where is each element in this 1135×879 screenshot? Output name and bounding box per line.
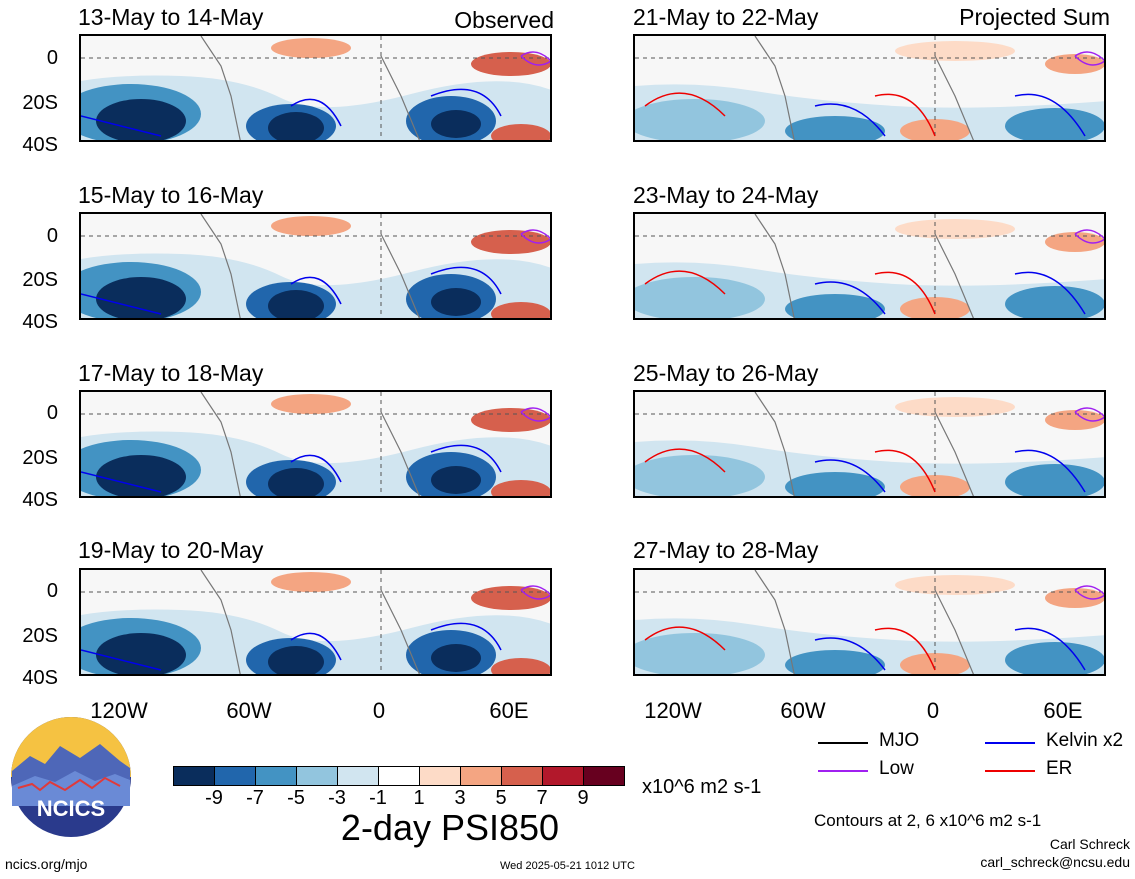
y-tick-0-row4: 0 — [46, 580, 58, 602]
map-panel-right-3 — [633, 390, 1106, 498]
map-panel-left-1 — [79, 34, 552, 142]
y-tick-0-row3: 0 — [46, 402, 58, 424]
y-tick-40s-row4: 40S — [22, 667, 58, 689]
panel-title-right-4: 27-May to 28-May — [633, 537, 819, 563]
x-tick-60e-right: 60E — [1043, 698, 1083, 723]
author-name: Carl Schreck — [1049, 836, 1130, 852]
map-panel-left-3 — [79, 390, 552, 498]
website-link[interactable]: ncics.org/mjo — [5, 856, 88, 872]
timestamp: Wed 2025-05-21 1012 UTC — [500, 860, 635, 872]
panel-title-left-2: 15-May to 16-May — [78, 182, 264, 208]
logo-text: NCICS — [37, 796, 105, 821]
colorbar-label-5: -1 — [369, 787, 387, 809]
panel-title-right-1: 21-May to 22-May — [633, 4, 819, 30]
colorbar-swatch-4 — [296, 766, 338, 786]
y-tick-40s-row2: 40S — [22, 311, 58, 333]
projected-label: Projected Sum — [959, 4, 1110, 30]
colorbar-swatch-7 — [419, 766, 461, 786]
map-panel-left-4 — [79, 568, 552, 676]
colorbar-swatch-11 — [583, 766, 625, 786]
y-tick-20s-row4: 20S — [22, 625, 58, 647]
author-email: carl_schreck@ncsu.edu — [980, 854, 1130, 870]
colorbar-swatch-8 — [460, 766, 502, 786]
y-tick-0-row1: 0 — [46, 47, 58, 69]
colorbar-label-6: 1 — [413, 787, 425, 809]
map-panel-left-2 — [79, 212, 552, 320]
legend-low-line — [818, 770, 868, 772]
panel-title-left-3: 17-May to 18-May — [78, 360, 264, 386]
main-title: 2-day PSI850 — [340, 807, 560, 848]
colorbar-swatch-3 — [255, 766, 297, 786]
map-panel-right-1 — [633, 34, 1106, 142]
y-tick-20s-row1: 20S — [22, 92, 58, 114]
colorbar-swatch-6 — [378, 766, 420, 786]
panel-title-left-4: 19-May to 20-May — [78, 537, 264, 563]
colorbar-label-7: 3 — [454, 787, 466, 809]
legend-low-label: Low — [879, 758, 914, 779]
x-tick-60w-right: 60W — [780, 698, 826, 723]
ncics-logo: NCICS — [10, 716, 132, 838]
legend-kelvin-line — [985, 742, 1035, 744]
map-panel-right-2 — [633, 212, 1106, 320]
contours-note: Contours at 2, 6 x10^6 m2 s-1 — [814, 811, 1042, 830]
colorbar-label-8: 5 — [495, 787, 507, 809]
colorbar-label-4: -3 — [328, 787, 346, 809]
colorbar-swatch-1 — [173, 766, 215, 786]
y-tick-20s-row2: 20S — [22, 269, 58, 291]
y-tick-40s-row3: 40S — [22, 489, 58, 511]
colorbar-label-1: -9 — [205, 787, 223, 809]
x-tick-120w-right: 120W — [644, 698, 702, 723]
panel-title-right-2: 23-May to 24-May — [633, 182, 819, 208]
x-tick-60e-left: 60E — [489, 698, 529, 723]
x-tick-120w-left: 120W — [90, 698, 148, 723]
colorbar-label-9: 7 — [536, 787, 548, 809]
legend-er-line — [985, 770, 1035, 772]
colorbar-swatch-2 — [214, 766, 256, 786]
panel-title-left-1: 13-May to 14-May — [78, 4, 264, 30]
colorbar-swatch-5 — [337, 766, 379, 786]
colorbar-label-2: -7 — [246, 787, 264, 809]
legend-mjo-line — [818, 742, 868, 744]
x-tick-0-right: 0 — [926, 698, 940, 723]
y-tick-40s-row1: 40S — [22, 134, 58, 156]
colorbar-label-3: -5 — [287, 787, 305, 809]
x-tick-0-left: 0 — [372, 698, 386, 723]
panel-title-right-3: 25-May to 26-May — [633, 360, 819, 386]
y-tick-0-row2: 0 — [46, 225, 58, 247]
legend-mjo-label: MJO — [879, 730, 920, 751]
map-panel-right-4 — [633, 568, 1106, 676]
observed-label: Observed — [454, 7, 554, 33]
y-tick-20s-row3: 20S — [22, 447, 58, 469]
colorbar-label-10: 9 — [577, 787, 589, 809]
legend-er-label: ER — [1046, 758, 1073, 779]
colorbar-units: x10^6 m2 s-1 — [642, 776, 762, 798]
colorbar-swatch-9 — [501, 766, 543, 786]
x-tick-60w-left: 60W — [226, 698, 272, 723]
legend-kelvin-label: Kelvin x2 — [1046, 730, 1124, 751]
colorbar-swatch-10 — [542, 766, 584, 786]
